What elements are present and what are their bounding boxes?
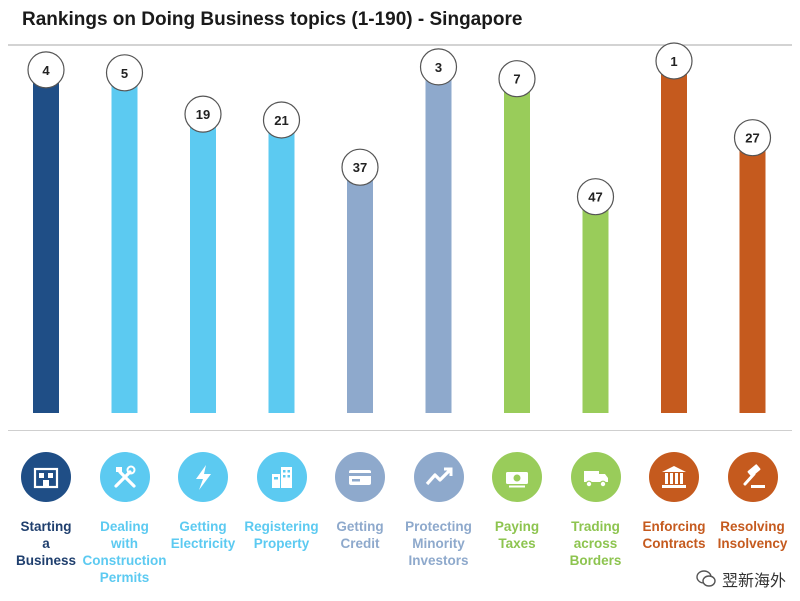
money-icon: [492, 452, 542, 502]
bar-8: [582, 193, 609, 413]
category-label: Resolving Insolvency: [717, 519, 788, 551]
rank-bubble-4: [262, 101, 301, 139]
rank-value-label: 3: [435, 60, 442, 75]
tools-icon: [99, 452, 150, 502]
rank-bubble-8: [576, 178, 615, 216]
rank-bubble-10: [733, 119, 772, 157]
category-label: Dealing with Construction Permits: [82, 519, 167, 585]
bar-5: [347, 164, 373, 413]
category-label: Getting Credit: [336, 519, 384, 551]
bar-3: [190, 111, 216, 413]
rank-value-label: 19: [196, 107, 210, 122]
bar-7: [504, 75, 530, 413]
category-label: Starting a Business: [15, 519, 77, 568]
category-label: Getting Electricity: [170, 519, 236, 551]
rank-value-label: 47: [588, 190, 602, 205]
rank-bubble-6: [419, 48, 458, 86]
category-label: Enforcing Contracts: [642, 519, 706, 551]
lightning-icon: [178, 452, 228, 502]
rank-value-label: 37: [353, 160, 367, 175]
city-icon: [256, 452, 307, 502]
rank-bubble-7: [498, 60, 536, 98]
rank-bubble-3: [184, 95, 222, 133]
watermark: 翌新海外: [696, 567, 786, 591]
truck-icon: [570, 452, 621, 502]
rank-value-label: 21: [274, 113, 288, 128]
rank-value-label: 27: [745, 131, 759, 146]
rank-value-label: 5: [121, 66, 128, 81]
courthouse-icon: [649, 452, 699, 502]
chat-bubble-icon: [696, 570, 716, 587]
rank-bubble-2: [105, 54, 144, 92]
rank-bubble-9: [655, 42, 693, 80]
category-label: Trading across Borders: [569, 519, 622, 568]
category-label: Protecting Minority Investors: [405, 519, 472, 568]
bar-1: [33, 66, 59, 413]
bar-9: [661, 58, 687, 413]
bar-4: [268, 117, 295, 413]
rank-bubble-1: [27, 51, 65, 89]
bar-2: [111, 69, 138, 414]
bar-10: [739, 134, 766, 413]
bar-6: [425, 63, 452, 414]
building-icon: [21, 452, 71, 502]
rank-bubble-5: [341, 148, 379, 186]
trend-up-icon: [413, 452, 464, 502]
rank-value-label: 1: [670, 54, 677, 69]
gavel-icon: [727, 452, 778, 502]
rank-value-label: 7: [513, 72, 520, 87]
watermark-text: 翌新海外: [721, 573, 786, 590]
title-divider: [8, 44, 792, 46]
rank-value-label: 4: [42, 63, 50, 78]
chart-title: Rankings on Doing Business topics (1-190…: [22, 9, 523, 30]
baseline-divider: [8, 430, 792, 431]
credit-card-icon: [335, 452, 385, 502]
category-label: Paying Taxes: [494, 519, 540, 551]
category-label: Registering Property: [244, 519, 319, 551]
